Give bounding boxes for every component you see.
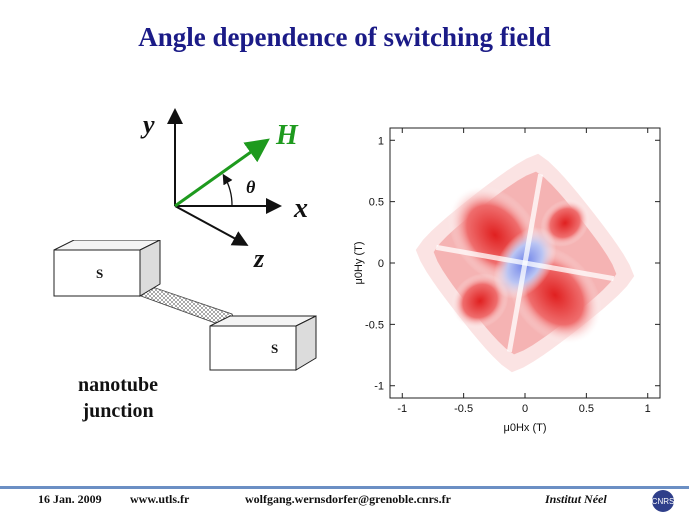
cnrs-logo: CNRS xyxy=(652,490,674,512)
nanotube-junction-diagram: S S xyxy=(53,240,317,371)
x-tick-label: -1 xyxy=(397,403,407,415)
high-field-lobe xyxy=(451,273,509,329)
x-tick-label: 0.5 xyxy=(579,403,594,415)
plot-xlabel: μ0Hx (T) xyxy=(503,422,546,434)
left-contact-block xyxy=(53,240,161,297)
high-field-lobe xyxy=(540,199,590,247)
x-tick-label: 1 xyxy=(645,403,651,415)
y-tick-label: 1 xyxy=(378,135,384,147)
switching-field-map: -1 -0.5 0 0.5 1 1 0.5 0 -0.5 -1 μ0Hx (T) μ0Hy (T) xyxy=(353,127,661,434)
y-tick-label: 0.5 xyxy=(369,197,384,209)
angle-arc xyxy=(222,173,233,207)
footer-date: 16 Jan. 2009 xyxy=(38,492,102,506)
footer-institute: Institut Néel xyxy=(545,492,607,506)
y-axis-label: y xyxy=(143,110,155,139)
field-label: H xyxy=(276,120,298,151)
footer-divider xyxy=(0,486,689,489)
x-tick-label: -0.5 xyxy=(454,403,473,415)
caption-line-1: nanotube xyxy=(77,374,159,396)
footer-url[interactable]: www.utls.fr xyxy=(130,492,190,506)
plot-ylabel: μ0Hy (T) xyxy=(353,241,365,284)
device-caption: nanotube junction xyxy=(48,372,188,424)
x-tick-label: 0 xyxy=(522,403,528,415)
footer-email[interactable]: wolfgang.wernsdorfer@grenoble.cnrs.fr xyxy=(245,492,451,506)
field-vector-arrow xyxy=(174,138,270,208)
right-contact-label: S xyxy=(271,341,278,356)
coordinate-axes-diagram xyxy=(167,108,282,246)
y-tick-label: 0 xyxy=(378,258,384,270)
y-tick-label: -0.5 xyxy=(365,319,384,331)
z-axis-arrow xyxy=(174,205,249,246)
left-contact-label: S xyxy=(96,266,103,281)
z-axis-label: z xyxy=(254,244,265,273)
y-tick-label: -1 xyxy=(374,381,384,393)
slide-title: Angle dependence of switching field xyxy=(138,22,551,52)
x-axis-label: x xyxy=(294,193,308,224)
right-contact-block xyxy=(209,315,317,371)
cross-streak xyxy=(435,244,615,282)
caption-line-2: junction xyxy=(82,400,154,422)
angle-label: θ xyxy=(246,177,256,197)
